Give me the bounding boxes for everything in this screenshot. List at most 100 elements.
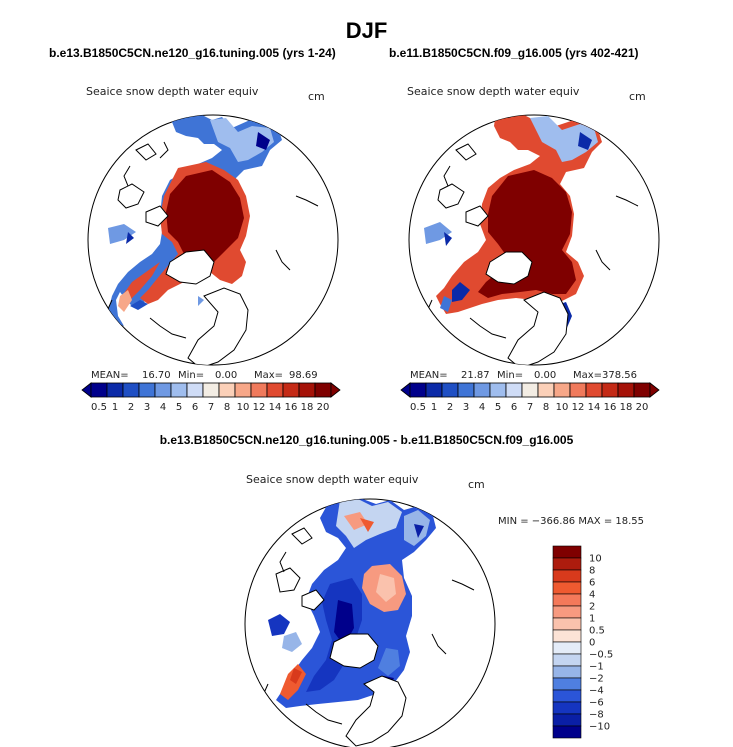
stat-min-label: Min= (178, 370, 205, 381)
colorbar-tick-label: 2 (447, 402, 453, 413)
colorbar-tick-label: 0 (589, 638, 595, 649)
subtitle-left: b.e13.B1850C5CN.ne120_g16.tuning.005 (yr… (49, 46, 336, 60)
subtitle-difference: b.e13.B1850C5CN.ne120_g16.tuning.005 - b… (159, 433, 574, 447)
stat-mean-label: MEAN= (410, 370, 448, 381)
colorbar-swatch (154, 382, 172, 398)
colorbar-swatch (122, 382, 140, 398)
stat-max-value: 98.69 (289, 370, 318, 381)
colorbar-swatch (186, 382, 204, 398)
units-left: cm (308, 90, 325, 103)
plot-title-right: Seaice snow depth water equiv (407, 85, 580, 98)
colorbar-tick-label: 7 (527, 402, 533, 413)
land-outline (275, 527, 407, 747)
colorbar-swatch (521, 382, 539, 398)
colorbar-swatch (170, 382, 188, 398)
colorbar-swatch (617, 382, 635, 398)
colorbar-swatch (202, 382, 220, 398)
colorbar-tick-label: 7 (208, 402, 214, 413)
colorbar-swatch (552, 605, 582, 619)
colorbar-tick-label: 1 (431, 402, 437, 413)
stat-min-value: 0.00 (534, 370, 557, 381)
colorbar-tick-label: −4 (589, 686, 604, 697)
stat-mean-label: MEAN= (91, 370, 129, 381)
land-outline (437, 143, 569, 365)
land-outline (117, 143, 249, 365)
colorbar-tick-label: 6 (511, 402, 517, 413)
colorbar-swatch (90, 382, 108, 398)
colorbar-tick-label: 12 (253, 402, 266, 413)
colorbar-swatch (457, 382, 475, 398)
colorbar-tick-label: 5 (176, 402, 182, 413)
colorbar-swatch (552, 641, 582, 655)
colorbar-swatch (569, 382, 587, 398)
colorbar-swatch (425, 382, 443, 398)
colorbar-swatch (552, 569, 582, 583)
colorbar-tick-label: 1 (589, 614, 595, 625)
colorbar-min-triangle (81, 382, 92, 398)
colorbar-tick-label: 4 (589, 590, 595, 601)
colorbar-swatch (552, 617, 582, 631)
colorbar-tick-label: 16 (285, 402, 298, 413)
units-diff: cm (468, 478, 485, 491)
colorbar-swatch (473, 382, 491, 398)
colorbar-swatch (537, 382, 555, 398)
colorbar-swatch (314, 382, 332, 398)
colorbar-tick-label: 6 (192, 402, 198, 413)
colorbar-swatch (106, 382, 124, 398)
colorbar-swatch (552, 629, 582, 643)
colorbar-swatch (552, 677, 582, 691)
sea-ice-field (268, 499, 436, 708)
colorbar-tick-label: 10 (589, 554, 602, 565)
map-difference (244, 498, 496, 747)
colorbar-swatch (633, 382, 651, 398)
colorbar-tick-label: 2 (128, 402, 134, 413)
stat-max-label: Max= (254, 370, 284, 381)
colorbar-tick-label: −1 (589, 662, 604, 673)
colorbar-swatch (552, 725, 582, 739)
colorbar-tick-label: 2 (589, 602, 595, 613)
stats-diff: MIN = −366.86 MAX = 18.55 (498, 516, 645, 527)
colorbar-swatch (409, 382, 427, 398)
colorbar-swatch (266, 382, 284, 398)
colorbar-tick-label: 5 (495, 402, 501, 413)
colorbar-tick-label: −6 (589, 698, 604, 709)
colorbar-swatch (552, 665, 582, 679)
colorbar-tick-label: 8 (589, 566, 595, 577)
colorbar-tick-label: −8 (589, 710, 604, 721)
colorbar-tick-label: 10 (237, 402, 250, 413)
colorbar-swatch (552, 581, 582, 595)
subtitle-right: b.e11.B1850C5CN.f09_g16.005 (yrs 402-421… (389, 46, 639, 60)
colorbar-tick-label: −0.5 (589, 650, 613, 661)
colorbar-tick-label: 20 (636, 402, 649, 413)
colorbar-tick-label: 8 (224, 402, 230, 413)
colorbar-swatch (218, 382, 236, 398)
colorbar-swatch (138, 382, 156, 398)
colorbar-swatch (298, 382, 316, 398)
colorbar-swatch (552, 545, 582, 559)
stat-max-label: Max= (573, 370, 603, 381)
map-right (408, 114, 660, 366)
colorbar-tick-label: 4 (160, 402, 166, 413)
colorbar-swatch (234, 382, 252, 398)
colorbar-swatch (585, 382, 603, 398)
colorbar-swatch (282, 382, 300, 398)
colorbar-tick-label: 12 (572, 402, 585, 413)
colorbar-swatch (250, 382, 268, 398)
colorbar-max-triangle (330, 382, 341, 398)
colorbar-left: 0.5 1 2 3 4 5 6 7 8 10 12 14 16 18 20 (81, 382, 341, 413)
colorbar-tick-label: 6 (589, 578, 595, 589)
units-right: cm (629, 90, 646, 103)
colorbar-swatch (601, 382, 619, 398)
stat-mean-value: 16.70 (142, 370, 171, 381)
colorbar-swatch (552, 593, 582, 607)
colorbar-tick-label: 18 (301, 402, 314, 413)
colorbar-tick-label: 8 (543, 402, 549, 413)
colorbar-tick-label: 20 (317, 402, 330, 413)
colorbar-max-triangle (649, 382, 660, 398)
colorbar-swatch (552, 713, 582, 727)
colorbar-tick-label: 3 (463, 402, 469, 413)
colorbar-tick-label: 0.5 (589, 626, 605, 637)
colorbar-tick-label: 10 (556, 402, 569, 413)
plot-title-diff: Seaice snow depth water equiv (246, 473, 419, 486)
